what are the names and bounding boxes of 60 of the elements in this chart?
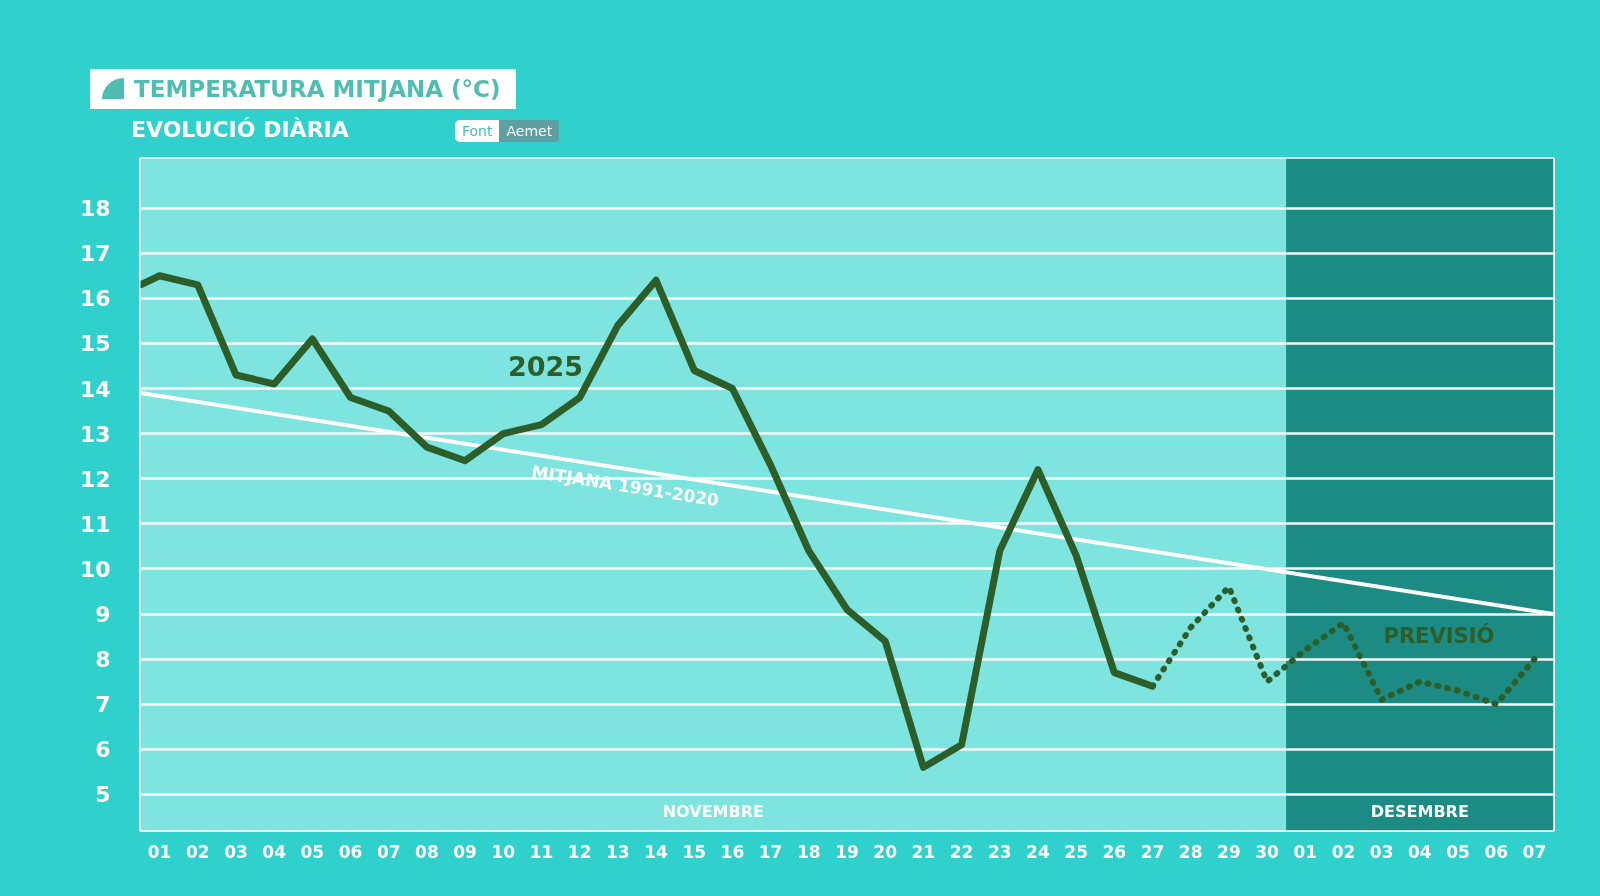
x-tick-label: 07 <box>1522 841 1547 862</box>
x-tick-label: 02 <box>1331 841 1356 862</box>
x-tick-label: 21 <box>911 841 936 862</box>
x-tick-label: 25 <box>1064 841 1088 862</box>
y-tick-label: 6 <box>95 737 111 763</box>
x-tick-label: 03 <box>224 841 248 862</box>
chart-title: TEMPERATURA MITJANA (°C) <box>90 69 517 109</box>
x-tick-label: 16 <box>720 841 745 862</box>
y-tick-label: 8 <box>95 647 111 673</box>
x-tick-label: 03 <box>1369 841 1394 862</box>
band-label: NOVEMBRE <box>662 801 764 821</box>
chart-subtitle: EVOLUCIÓ DIÀRIA <box>131 116 349 144</box>
x-tick-label: 11 <box>529 841 554 862</box>
series-label: PREVISIÓ <box>1383 623 1495 649</box>
x-tick-label: 19 <box>835 841 859 862</box>
x-tick-label: 05 <box>300 841 325 862</box>
x-tick-label: 04 <box>1408 841 1432 862</box>
x-tick-label: 04 <box>262 841 287 862</box>
y-tick-label: 10 <box>79 556 111 582</box>
series-label: 2025 <box>507 350 584 382</box>
text: Font <box>455 120 500 142</box>
x-tick-label: 09 <box>453 841 477 862</box>
y-tick-label: 7 <box>95 692 111 718</box>
x-tick-label: 14 <box>644 841 669 862</box>
y-tick-label: 11 <box>79 511 111 537</box>
x-tick-label: 30 <box>1255 841 1280 862</box>
x-tick-label: 01 <box>147 841 172 862</box>
x-tick-label: 10 <box>491 841 516 862</box>
x-tick-label: 23 <box>987 841 1012 862</box>
y-tick-label: 9 <box>95 602 111 628</box>
x-tick-label: 17 <box>758 841 783 862</box>
x-tick-label: 26 <box>1102 841 1127 862</box>
x-tick-label: 07 <box>376 841 401 862</box>
x-tick-label: 18 <box>796 841 821 862</box>
x-tick-label: 12 <box>567 841 592 862</box>
x-tick-label: 28 <box>1178 841 1203 862</box>
y-tick-label: 16 <box>79 286 111 312</box>
y-tick-label: 5 <box>95 782 111 808</box>
x-tick-label: 08 <box>415 841 439 862</box>
x-tick-label: 27 <box>1140 841 1165 862</box>
x-tick-label: 13 <box>606 841 630 862</box>
x-tick-label: 15 <box>682 841 707 862</box>
x-tick-label: 02 <box>185 841 210 862</box>
x-tick-label: 05 <box>1446 841 1470 862</box>
x-tick-label: 06 <box>338 841 363 862</box>
x-tick-label: 29 <box>1217 841 1241 862</box>
text: MITJANA 1991-2020 <box>530 461 721 511</box>
x-tick-label: 24 <box>1026 841 1050 862</box>
y-tick-label: 12 <box>79 466 111 492</box>
x-tick-label: 20 <box>873 841 898 862</box>
y-tick-label: 13 <box>79 421 111 447</box>
x-tick-label: 01 <box>1293 841 1318 862</box>
x-tick-label: 06 <box>1484 841 1509 862</box>
band-label: DESEMBRE <box>1370 801 1469 821</box>
y-tick-label: 15 <box>79 331 111 357</box>
y-tick-label: 14 <box>79 376 111 402</box>
y-tick-label: 18 <box>79 196 111 222</box>
text: Aemet <box>499 120 560 142</box>
x-tick-label: 22 <box>949 841 974 862</box>
y-tick-label: 17 <box>79 241 111 267</box>
